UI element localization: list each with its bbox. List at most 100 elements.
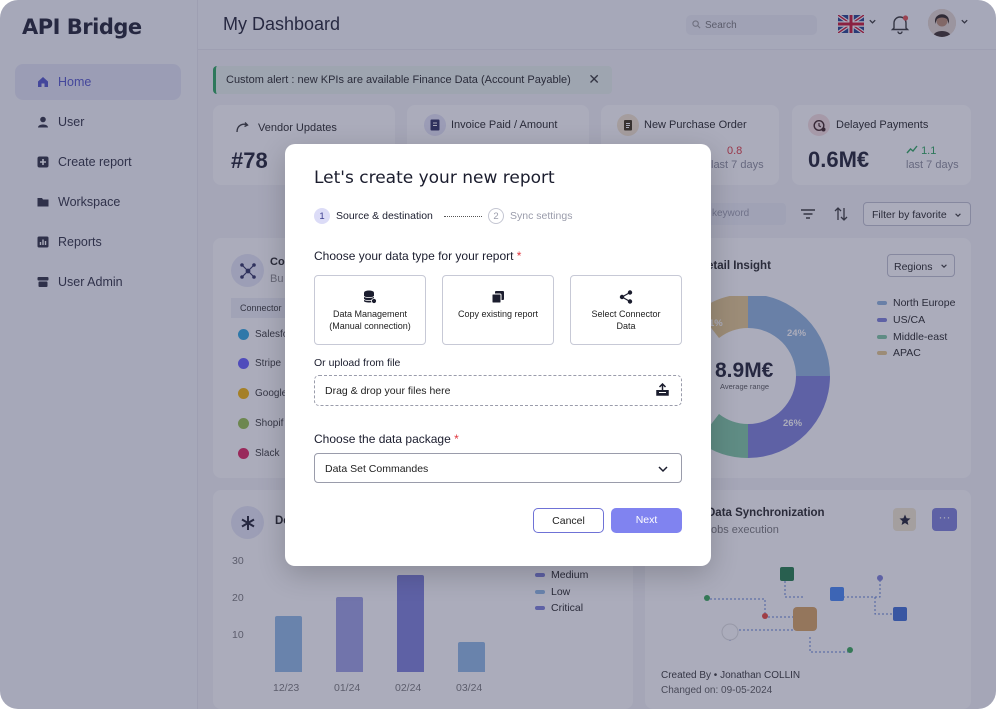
upload-label: Or upload from file [314, 357, 401, 369]
database-icon [363, 290, 377, 304]
search-input[interactable] [705, 19, 805, 31]
legend-item: Medium [535, 569, 588, 581]
home-icon [36, 76, 49, 89]
kpi-change: 1.1 [906, 145, 936, 157]
search-box[interactable] [686, 15, 817, 35]
legend-item: Low [535, 586, 570, 598]
y-tick-label: 30 [232, 555, 244, 567]
clipboard-icon [617, 114, 639, 136]
bar-01/24 [336, 597, 363, 672]
page-title: My Dashboard [223, 14, 341, 34]
uk-flag-icon[interactable] [836, 13, 866, 35]
y-tick-label: 10 [232, 629, 244, 641]
sidebar-item-reports[interactable]: Reports [15, 224, 181, 260]
more-options-button[interactable]: ··· [932, 508, 957, 531]
legend-item: Middle-east [877, 331, 947, 343]
sidebar-item-home[interactable]: Home [15, 64, 181, 100]
list-item[interactable]: Salesfo [238, 329, 288, 340]
search-icon [692, 16, 701, 34]
step-sync-settings[interactable]: 2 Sync settings [488, 208, 572, 224]
kpi-title: Invoice Paid / Amount [451, 119, 558, 131]
shopify-icon [238, 418, 249, 429]
kpi-change: 0.8 [727, 145, 743, 157]
share-nodes-icon [619, 290, 633, 304]
step-label: Sync settings [510, 210, 573, 222]
star-button[interactable] [893, 508, 916, 531]
data-package-select[interactable]: Data Set Commandes [314, 453, 682, 483]
sidebar-item-create-report[interactable]: Create report [15, 144, 181, 180]
list-item[interactable]: Slack [238, 448, 279, 459]
donut-slice-us-ca [748, 376, 830, 458]
card-subtitle: obs execution [711, 524, 779, 536]
sort-arrows-icon[interactable] [833, 206, 849, 227]
clock-alert-icon [808, 114, 830, 136]
upload-icon [656, 382, 669, 399]
cancel-button[interactable]: Cancel [533, 508, 604, 533]
donut-label: 24% [787, 328, 807, 339]
kpi-title: Vendor Updates [258, 122, 337, 134]
option-select-connector-data[interactable]: Select Connector Data [570, 275, 682, 345]
language-chevron-icon[interactable] [868, 17, 877, 29]
brand-logo: API Bridge [22, 15, 142, 39]
donut-center-value: 8.9M€ [715, 359, 774, 382]
sync-graph-illustration [704, 567, 907, 653]
sidebar-item-user-admin[interactable]: User Admin [15, 264, 181, 300]
sidebar-item-label: Reports [58, 235, 102, 249]
card-subtitle: Bu [270, 273, 284, 285]
option-copy-existing-report[interactable]: Copy existing report [442, 275, 554, 345]
donut-slice-north-europe [748, 296, 830, 376]
custom-alert: Custom alert : new KPIs are available Fi… [213, 66, 612, 94]
kpi-title: New Purchase Order [644, 119, 747, 131]
y-tick-label: 20 [232, 592, 244, 604]
stripe-icon [238, 358, 249, 369]
regions-dropdown[interactable]: Regions [887, 254, 955, 277]
kpi-value: 0.6M€ [808, 147, 870, 172]
create-report-modal: Let's create your new report 1 Source & … [285, 144, 711, 566]
sidebar-item-user[interactable]: User [15, 104, 181, 140]
keyword-search-input[interactable]: keyword [700, 203, 786, 225]
card-title: Co [270, 256, 285, 268]
kpi-period: last 7 days [906, 159, 959, 171]
option-data-management[interactable]: Data Management (Manual connection) [314, 275, 426, 345]
list-item[interactable]: Shopif [238, 418, 283, 429]
list-item[interactable]: Google [238, 388, 287, 399]
legend-item: APAC [877, 347, 921, 359]
profile-chevron-icon[interactable] [960, 17, 969, 29]
slack-icon [238, 448, 249, 459]
chevron-down-icon [657, 463, 669, 478]
data-type-label: Choose your data type for your report * [314, 249, 522, 263]
package-label: Choose the data package * [314, 432, 459, 446]
user-icon [36, 116, 49, 129]
sidebar-item-workspace[interactable]: Workspace [15, 184, 181, 220]
close-icon[interactable]: ✕ [588, 71, 600, 87]
kpi-title: Delayed Payments [836, 119, 929, 131]
avatar[interactable] [928, 9, 956, 37]
step-source-destination[interactable]: 1 Source & destination [314, 208, 433, 224]
changed-on: Changed on: 09-05-2024 [661, 685, 773, 696]
kpi-value: #78 [231, 148, 268, 173]
x-tick-label: 03/24 [456, 682, 483, 694]
sync-icon [231, 117, 253, 139]
bar-12/23 [275, 616, 302, 672]
legend-item: US/CA [877, 314, 925, 326]
alert-text: Custom alert : new KPIs are available Fi… [226, 74, 571, 86]
filter-by-favorite-dropdown[interactable]: Filter by favorite [863, 202, 971, 226]
sidebar-item-label: User Admin [58, 275, 123, 289]
notification-bell-icon[interactable] [889, 13, 911, 40]
list-item[interactable]: Stripe [238, 358, 281, 369]
file-dropzone[interactable]: Drag & drop your files here [314, 375, 682, 406]
chevron-down-icon [941, 264, 947, 268]
next-button[interactable]: Next [611, 508, 682, 533]
salesforce-icon [238, 329, 249, 340]
modal-title: Let's create your new report [314, 168, 555, 188]
sidebar-item-label: Home [58, 75, 92, 89]
kpi-period: last 7 days [711, 159, 764, 171]
bar-03/24 [458, 642, 485, 672]
star-icon [899, 514, 910, 525]
network-icon [231, 254, 264, 287]
google-icon [238, 388, 249, 399]
invoice-icon [424, 114, 446, 136]
admin-icon [36, 276, 49, 289]
sort-lines-icon[interactable] [800, 207, 816, 226]
